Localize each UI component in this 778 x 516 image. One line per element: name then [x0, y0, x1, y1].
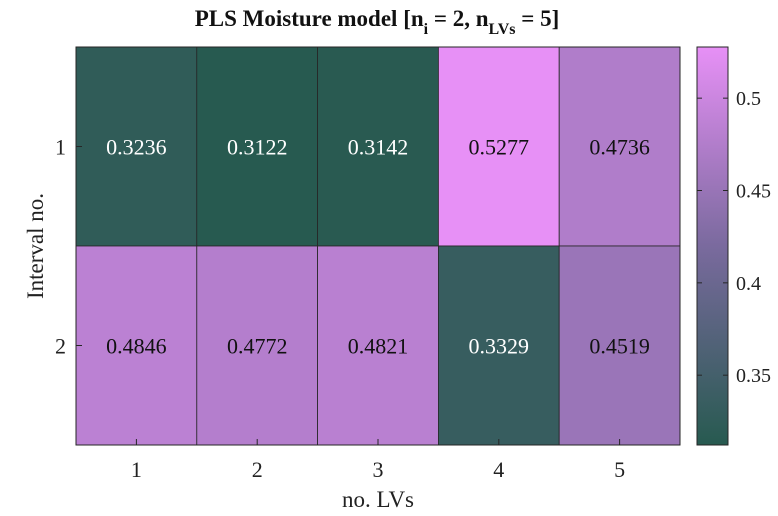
title-part-2: = 2, n [428, 6, 489, 31]
heatmap-cell-labels: 0.3236 0.3122 0.3142 0.5277 0.4736 0.4846 0.47… [106, 135, 650, 359]
title-part-3: = 5] [516, 6, 560, 31]
heatmap-cell-r1-c1 [75, 46, 198, 247]
cell-value-label-r2-c3: 0.4821 [348, 334, 409, 359]
cell-value-label-r1-c3: 0.3142 [348, 135, 409, 160]
colorbar-tick-label: 0.45 [736, 181, 771, 203]
title-subscript-i: i [424, 21, 429, 38]
cell-value-label-r2-c4: 0.3329 [469, 334, 530, 359]
colorbar-tick-label: 0.35 [736, 365, 771, 387]
cell-value-label-r1-c2: 0.3122 [227, 135, 288, 160]
x-tick-label: 3 [373, 457, 384, 482]
title-subscript-lvs: LVs [489, 21, 516, 38]
x-tick-label: 2 [252, 457, 263, 482]
cell-value-label-r2-c5: 0.4519 [589, 334, 650, 359]
x-axis-ticks: 1 2 3 4 5 [131, 439, 625, 482]
title-part-1: PLS Moisture model [n [195, 6, 424, 31]
heatmap-cells [75, 46, 681, 446]
x-tick-label: 1 [131, 457, 142, 482]
cell-value-label-r1-c1: 0.3236 [106, 135, 167, 160]
x-tick-label: 4 [493, 457, 504, 482]
colorbar [696, 46, 729, 446]
chart-title: PLS Moisture model [ni = 2, nLVs = 5] [195, 6, 560, 38]
heatmap-cell-r1-c4 [437, 46, 560, 247]
colorbar-tick-label: 0.4 [736, 273, 761, 295]
heatmap-cell-r1-c2 [196, 46, 319, 247]
heatmap-cell-r2-c4 [437, 245, 560, 446]
heatmap-cell-r2-c3 [317, 245, 439, 446]
y-tick-label: 2 [55, 334, 66, 359]
colorbar-ticks: 0.35 0.4 0.45 0.5 [697, 88, 771, 387]
y-axis-ticks: 12 [55, 135, 82, 359]
cell-value-label-r1-c4: 0.5277 [469, 135, 530, 160]
cell-value-label-r2-c2: 0.4772 [227, 334, 288, 359]
x-axis-label: no. LVs [342, 487, 414, 512]
cell-value-label-r1-c5: 0.4736 [589, 135, 650, 160]
y-tick-label: 1 [55, 135, 66, 160]
x-tick-label: 5 [614, 457, 625, 482]
cell-value-label-r2-c1: 0.4846 [106, 334, 167, 359]
heatmap-cell-r2-c5 [558, 245, 681, 446]
colorbar-tick-label: 0.5 [736, 88, 761, 110]
y-axis-label: Interval no. [23, 193, 48, 299]
